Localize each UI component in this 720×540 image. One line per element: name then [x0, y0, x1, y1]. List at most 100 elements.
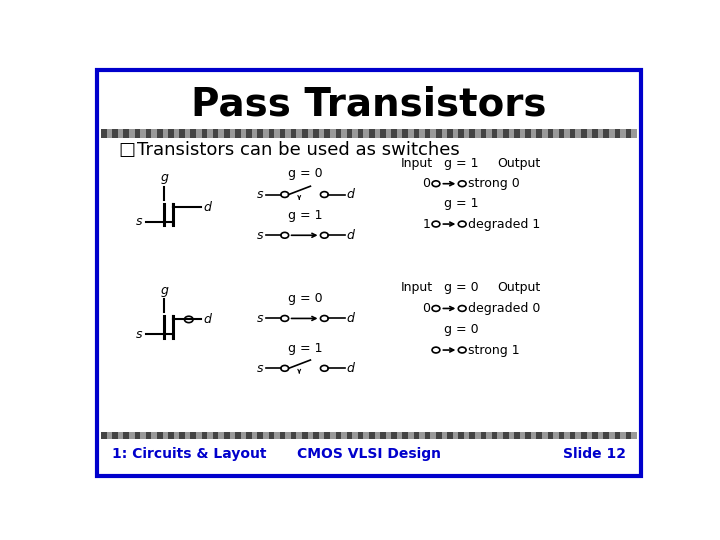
Bar: [240, 432, 246, 440]
Bar: [213, 432, 218, 440]
Bar: [559, 432, 564, 440]
Text: Output: Output: [498, 281, 541, 294]
Bar: [626, 129, 631, 138]
Text: s: s: [135, 328, 142, 341]
Bar: [615, 432, 620, 440]
Bar: [341, 129, 347, 138]
Bar: [347, 129, 352, 138]
Bar: [280, 129, 285, 138]
Bar: [397, 432, 402, 440]
Bar: [564, 129, 570, 138]
Bar: [174, 432, 179, 440]
Bar: [263, 129, 269, 138]
Bar: [469, 129, 475, 138]
Bar: [196, 432, 202, 440]
Bar: [408, 129, 414, 138]
Text: strong 0: strong 0: [468, 177, 520, 190]
Bar: [297, 432, 302, 440]
Bar: [436, 129, 441, 138]
Bar: [129, 432, 135, 440]
Bar: [548, 432, 553, 440]
Bar: [453, 432, 458, 440]
Bar: [498, 129, 503, 138]
Bar: [481, 129, 486, 138]
Text: Input: Input: [401, 157, 433, 170]
Bar: [514, 432, 520, 440]
Bar: [124, 432, 129, 440]
Bar: [531, 432, 536, 440]
Bar: [419, 129, 425, 138]
Bar: [124, 129, 129, 138]
Bar: [269, 432, 274, 440]
Bar: [202, 129, 207, 138]
Bar: [163, 432, 168, 440]
Bar: [307, 432, 313, 440]
Bar: [302, 129, 307, 138]
Bar: [302, 432, 307, 440]
Bar: [224, 129, 230, 138]
Bar: [319, 432, 324, 440]
Text: degraded 0: degraded 0: [468, 302, 540, 315]
Bar: [536, 129, 542, 138]
Bar: [575, 129, 581, 138]
Bar: [140, 432, 145, 440]
Bar: [526, 129, 531, 138]
Text: s: s: [256, 362, 263, 375]
Bar: [252, 129, 258, 138]
Bar: [459, 432, 464, 440]
Bar: [431, 129, 436, 138]
Bar: [397, 129, 402, 138]
Bar: [598, 432, 603, 440]
Bar: [185, 129, 190, 138]
Bar: [386, 129, 392, 138]
Bar: [603, 129, 609, 138]
Bar: [224, 432, 230, 440]
Bar: [179, 129, 185, 138]
Bar: [151, 129, 157, 138]
Bar: [285, 432, 291, 440]
Bar: [620, 129, 626, 138]
Bar: [297, 129, 302, 138]
Bar: [587, 432, 593, 440]
Bar: [447, 432, 453, 440]
Bar: [548, 129, 553, 138]
Text: degraded 1: degraded 1: [468, 218, 540, 231]
Text: g = 0: g = 0: [287, 167, 322, 180]
Bar: [631, 129, 637, 138]
Text: CMOS VLSI Design: CMOS VLSI Design: [297, 447, 441, 461]
Bar: [441, 432, 447, 440]
Text: g: g: [161, 284, 168, 296]
Bar: [402, 129, 408, 138]
Text: d: d: [347, 188, 354, 201]
Bar: [392, 129, 397, 138]
Bar: [492, 129, 498, 138]
Bar: [246, 432, 252, 440]
Bar: [107, 432, 112, 440]
Bar: [542, 432, 548, 440]
Bar: [615, 129, 620, 138]
Bar: [358, 129, 364, 138]
Bar: [520, 432, 526, 440]
Bar: [369, 129, 374, 138]
Bar: [112, 432, 118, 440]
Bar: [258, 432, 263, 440]
Bar: [196, 129, 202, 138]
Bar: [581, 432, 587, 440]
Text: s: s: [256, 229, 263, 242]
Bar: [626, 432, 631, 440]
Bar: [240, 129, 246, 138]
Bar: [118, 432, 124, 440]
Bar: [425, 129, 431, 138]
Text: s: s: [256, 312, 263, 325]
Bar: [151, 432, 157, 440]
Bar: [274, 432, 279, 440]
Bar: [536, 432, 542, 440]
Bar: [341, 432, 347, 440]
Text: d: d: [347, 362, 354, 375]
Bar: [408, 432, 414, 440]
Bar: [118, 129, 124, 138]
Bar: [609, 432, 615, 440]
Text: Pass Transistors: Pass Transistors: [192, 85, 546, 123]
Text: d: d: [347, 312, 354, 325]
Bar: [252, 432, 258, 440]
